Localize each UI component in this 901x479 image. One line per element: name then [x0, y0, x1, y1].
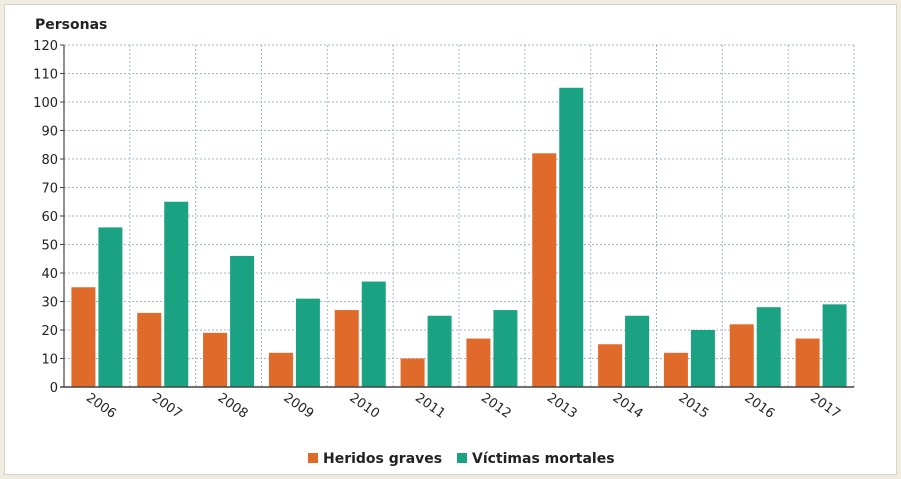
- y-tick-label: 110: [33, 68, 58, 83]
- y-tick-label: 0: [50, 381, 58, 396]
- y-tick-label: 50: [41, 239, 58, 254]
- x-tick-label: 2009: [281, 390, 317, 421]
- bar-heridos-graves-2009: [268, 352, 293, 387]
- x-tick-label: 2014: [610, 390, 646, 421]
- y-tick-label: 20: [41, 324, 58, 339]
- y-tick-label: 100: [33, 96, 58, 111]
- bar-victimas-mortales-2010: [361, 281, 386, 387]
- x-tick-label: 2013: [544, 390, 580, 421]
- x-tick-label: 2008: [215, 390, 251, 421]
- y-tick-label: 30: [41, 296, 58, 311]
- x-tick-label: 2007: [149, 390, 185, 421]
- x-tick-label: 2016: [741, 390, 777, 421]
- bar-victimas-mortales-2006: [98, 227, 123, 387]
- bar-heridos-graves-2007: [137, 312, 162, 387]
- bar-victimas-mortales-2016: [756, 307, 781, 387]
- y-tick-labels: 0 10 20 30 40 50 60 70 80 90 100 110 120: [33, 39, 58, 396]
- bar-heridos-graves-2014: [598, 344, 623, 387]
- x-tick-label: 2012: [478, 390, 514, 421]
- bar-victimas-mortales-2015: [690, 330, 715, 387]
- legend-label-heridos-graves: Heridos graves: [323, 451, 442, 467]
- legend: Heridos graves Víctimas mortales: [308, 451, 615, 467]
- y-tick-label: 10: [41, 353, 58, 368]
- bar-victimas-mortales-2008: [230, 255, 255, 387]
- bar-heridos-graves-2012: [466, 338, 491, 387]
- legend-swatch-heridos-graves: [308, 453, 318, 463]
- bar-victimas-mortales-2011: [427, 315, 452, 387]
- x-tick-label: 2011: [412, 390, 448, 421]
- bar-victimas-mortales-2012: [493, 310, 518, 387]
- bars: [71, 87, 847, 387]
- bar-victimas-mortales-2007: [164, 201, 189, 387]
- bar-heridos-graves-2017: [795, 338, 820, 387]
- y-tick-label: 120: [33, 39, 58, 54]
- bar-heridos-graves-2016: [729, 324, 754, 387]
- bar-heridos-graves-2010: [334, 310, 359, 387]
- x-tick-label: 2006: [83, 390, 119, 421]
- grid-lines: [63, 44, 855, 387]
- bar-heridos-graves-2013: [532, 153, 557, 387]
- y-tick-label: 40: [41, 267, 58, 282]
- bar-heridos-graves-2011: [400, 358, 425, 387]
- x-tick-label: 2015: [676, 390, 712, 421]
- bar-victimas-mortales-2013: [559, 87, 584, 387]
- axes: [60, 44, 854, 388]
- chart-frame: 0 10 20 30 40 50 60 70 80 90 100 110 120 2006 2007 200…: [4, 4, 897, 475]
- bar-heridos-graves-2015: [663, 352, 688, 387]
- bar-victimas-mortales-2009: [295, 298, 320, 387]
- x-tick-label: 2017: [807, 390, 843, 421]
- y-tick-label: 70: [41, 182, 58, 197]
- bar-heridos-graves-2008: [203, 332, 228, 387]
- legend-label-victimas-mortales: Víctimas mortales: [472, 451, 615, 467]
- legend-swatch-victimas-mortales: [457, 453, 467, 463]
- bar-victimas-mortales-2014: [625, 315, 650, 387]
- y-tick-label: 90: [41, 125, 58, 140]
- y-axis-label: Personas: [35, 17, 107, 33]
- y-tick-label: 80: [41, 153, 58, 168]
- x-tick-label: 2010: [346, 390, 382, 421]
- bar-heridos-graves-2006: [71, 287, 96, 387]
- bar-victimas-mortales-2017: [822, 304, 847, 387]
- x-tick-labels: 2006 2007 2008 2009 2010 2011 2012 2013 2014 2015…: [83, 390, 843, 421]
- y-tick-label: 60: [41, 210, 58, 225]
